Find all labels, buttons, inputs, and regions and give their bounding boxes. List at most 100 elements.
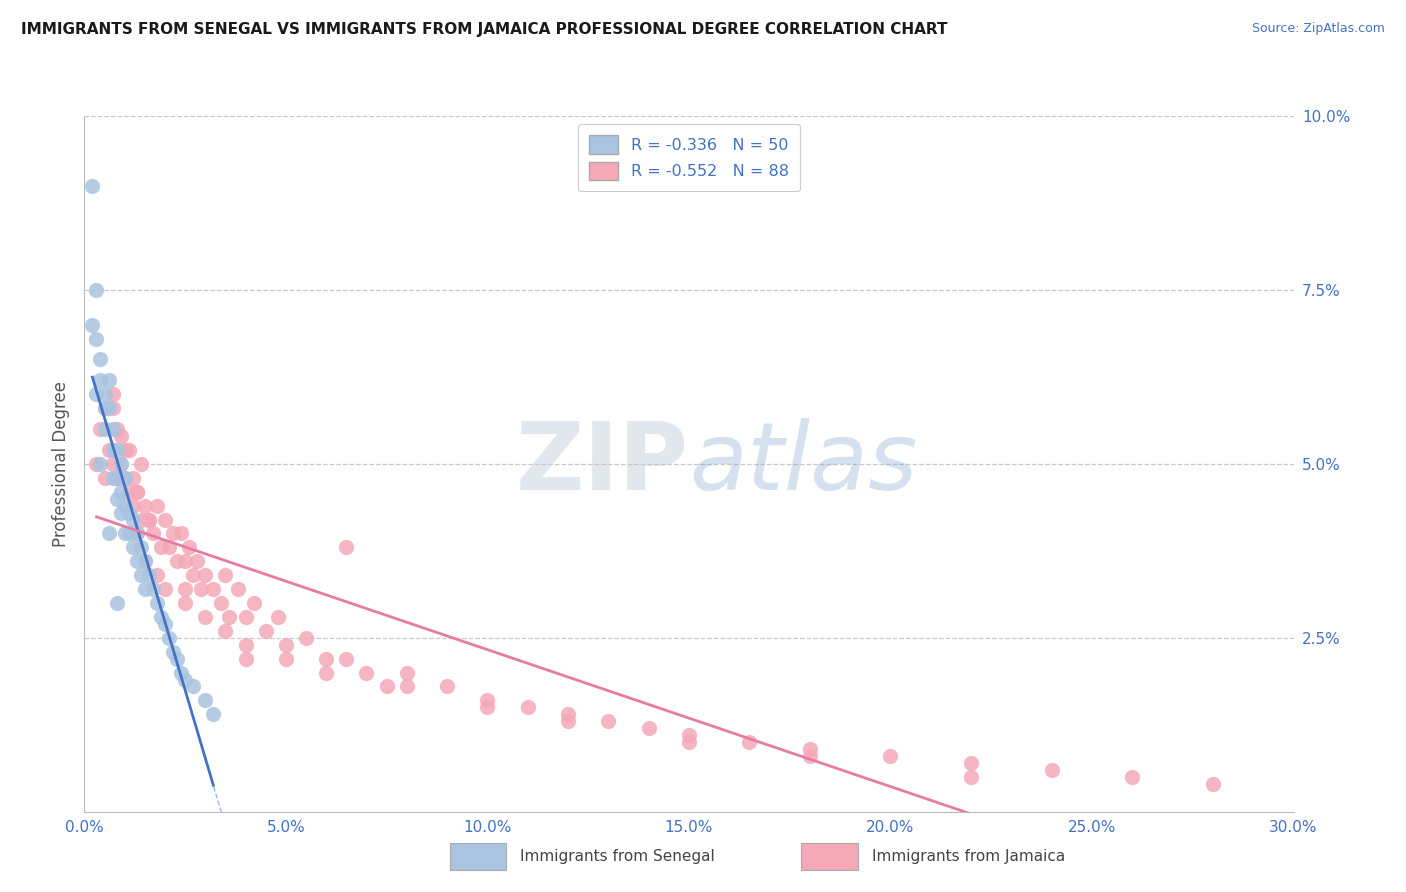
Point	[101, 442, 124, 457]
Point	[89, 352, 111, 367]
Point	[179, 541, 201, 555]
Point	[335, 651, 357, 665]
Point	[86, 457, 108, 471]
Point	[190, 582, 212, 596]
Point	[436, 680, 458, 694]
Point	[105, 471, 128, 485]
Point	[166, 554, 188, 568]
Point	[118, 484, 141, 499]
Point	[174, 582, 197, 596]
Point	[162, 526, 184, 541]
Point	[134, 582, 156, 596]
Point	[97, 401, 120, 416]
Point	[114, 499, 136, 513]
Text: Immigrants from Senegal: Immigrants from Senegal	[520, 849, 716, 863]
Point	[149, 541, 172, 555]
Point	[235, 638, 257, 652]
Point	[138, 512, 160, 526]
Point	[170, 526, 193, 541]
Point	[97, 442, 120, 457]
Point	[181, 568, 204, 582]
Point	[209, 596, 232, 610]
Point	[89, 422, 111, 436]
Point	[254, 624, 277, 638]
Point	[678, 728, 700, 742]
Point	[157, 541, 180, 555]
Point	[142, 582, 165, 596]
Point	[598, 714, 620, 729]
Point	[166, 651, 188, 665]
Point	[89, 457, 111, 471]
Text: ZIP: ZIP	[516, 417, 689, 510]
Point	[93, 401, 115, 416]
Point	[93, 387, 115, 401]
Point	[125, 484, 148, 499]
Point	[129, 541, 152, 555]
Point	[134, 554, 156, 568]
Y-axis label: Professional Degree: Professional Degree	[52, 381, 70, 547]
Point	[86, 387, 108, 401]
Point	[395, 665, 418, 680]
Point	[134, 499, 156, 513]
Point	[129, 512, 152, 526]
Text: atlas: atlas	[689, 418, 917, 509]
Point	[121, 541, 143, 555]
Point	[125, 484, 148, 499]
Point	[960, 756, 983, 770]
Point	[202, 707, 225, 722]
Point	[82, 318, 104, 332]
Point	[114, 442, 136, 457]
Point	[97, 526, 120, 541]
Point	[153, 616, 176, 631]
Point	[194, 693, 217, 707]
Point	[101, 401, 124, 416]
Point	[114, 471, 136, 485]
Text: Immigrants from Jamaica: Immigrants from Jamaica	[872, 849, 1064, 863]
Point	[129, 457, 152, 471]
Point	[101, 457, 124, 471]
Point	[557, 714, 579, 729]
Point	[105, 596, 128, 610]
Point	[202, 582, 225, 596]
Point	[181, 680, 204, 694]
Point	[799, 742, 821, 756]
Point	[97, 373, 120, 387]
Point	[105, 491, 128, 506]
Point	[118, 506, 141, 520]
Point	[678, 735, 700, 749]
Point	[110, 457, 132, 471]
Point	[105, 442, 128, 457]
Point	[267, 610, 290, 624]
Point	[274, 651, 297, 665]
Point	[105, 422, 128, 436]
Point	[218, 610, 240, 624]
Point	[142, 526, 165, 541]
Point	[375, 680, 398, 694]
Point	[149, 610, 172, 624]
Point	[214, 624, 236, 638]
Point	[235, 610, 257, 624]
Point	[315, 665, 337, 680]
Point	[121, 512, 143, 526]
Point	[295, 631, 318, 645]
Point	[153, 582, 176, 596]
Point	[214, 568, 236, 582]
Text: IMMIGRANTS FROM SENEGAL VS IMMIGRANTS FROM JAMAICA PROFESSIONAL DEGREE CORRELATI: IMMIGRANTS FROM SENEGAL VS IMMIGRANTS FR…	[21, 22, 948, 37]
Point	[86, 332, 108, 346]
Point	[125, 554, 148, 568]
Point	[105, 471, 128, 485]
Point	[395, 680, 418, 694]
Point	[118, 526, 141, 541]
Point	[110, 429, 132, 443]
Point	[226, 582, 249, 596]
Point	[118, 442, 141, 457]
Point	[186, 554, 208, 568]
Point	[121, 471, 143, 485]
Point	[356, 665, 378, 680]
Point	[274, 638, 297, 652]
Point	[194, 568, 217, 582]
Point	[89, 373, 111, 387]
Point	[101, 422, 124, 436]
Point	[799, 749, 821, 764]
Point	[82, 178, 104, 193]
